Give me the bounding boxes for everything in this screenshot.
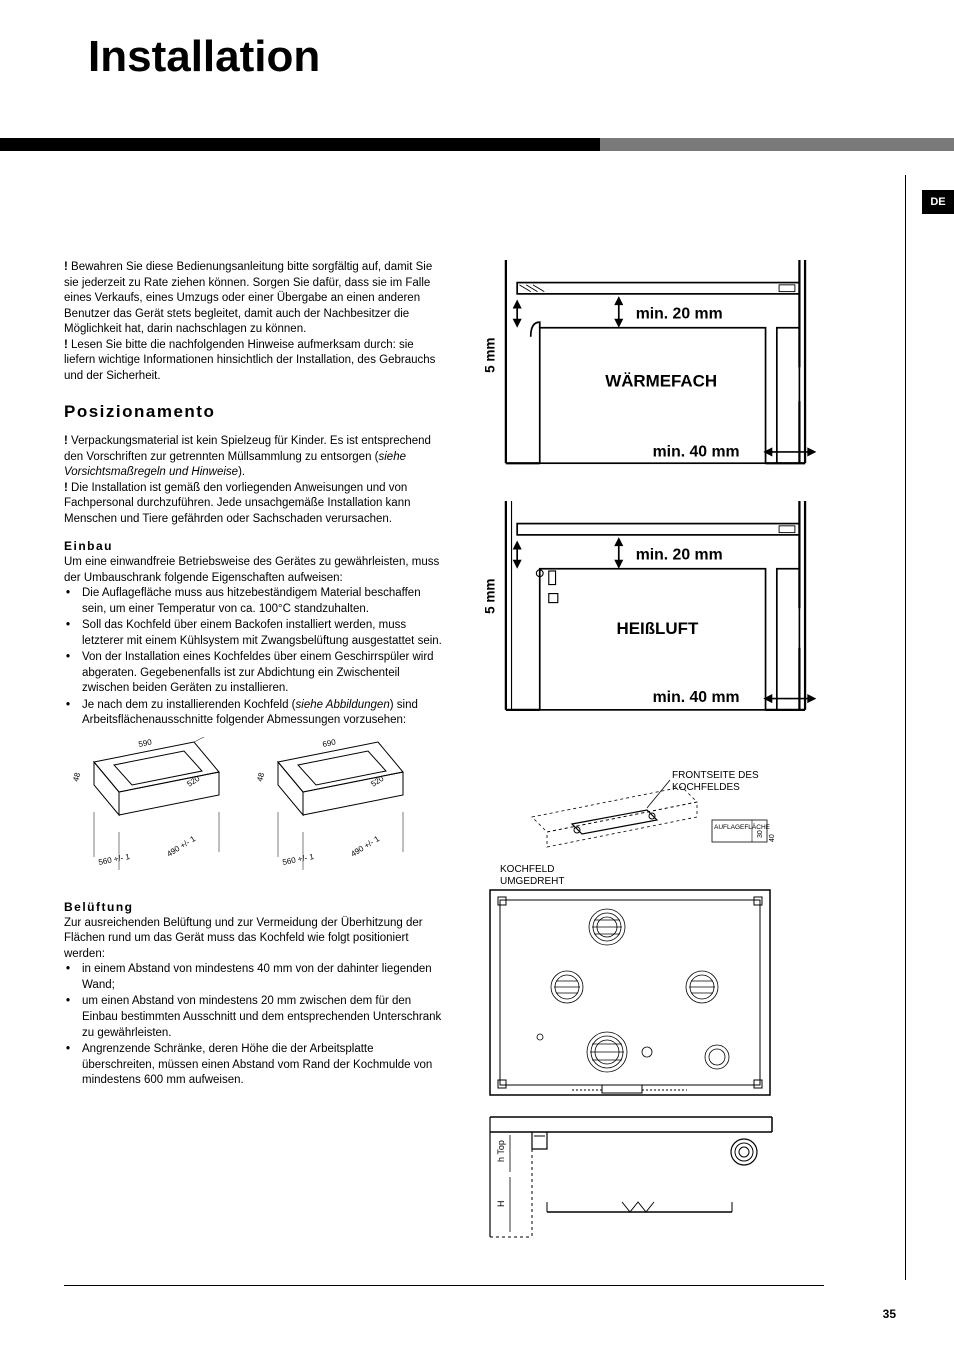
svg-text:5 mm: 5 mm	[483, 578, 498, 613]
einbau-list: Die Auflagefläche muss aus hitzebeständi…	[64, 586, 444, 729]
svg-text:40: 40	[769, 834, 776, 842]
list-item: um einen Abstand von mindestens 20 mm zw…	[78, 994, 444, 1041]
warning-3-end: ).	[238, 466, 245, 478]
svg-text:490 +/- 1: 490 +/- 1	[165, 834, 197, 859]
belueftung-header: Belüftung	[64, 900, 444, 914]
svg-text:min. 40 mm: min. 40 mm	[653, 689, 740, 706]
list-item: Angrenzende Schränke, deren Höhe die der…	[78, 1042, 444, 1089]
svg-text:48: 48	[255, 771, 266, 782]
einbau-intro: Um eine einwandfreie Betriebsweise des G…	[64, 555, 444, 586]
svg-text:min. 20 mm: min. 20 mm	[636, 306, 723, 323]
page-number: 35	[883, 1307, 896, 1321]
warning-3: Verpackungsmaterial ist kein Spielzeug f…	[64, 434, 444, 481]
left-column: Bewahren Sie diese Bedienungsanleitung b…	[64, 260, 444, 1247]
svg-text:48: 48	[71, 771, 82, 782]
list-item: Je nach dem zu installierenden Kochfeld …	[78, 698, 444, 729]
warning-1-text: Bewahren Sie diese Bedienungsanleitung b…	[64, 261, 432, 335]
svg-text:FRONTSEITE DES: FRONTSEITE DES	[672, 770, 759, 781]
list-item: Die Auflagefläche muss aus hitzebeständi…	[78, 586, 444, 617]
cutout-diagram-left: 590 48 560 +/- 1 490 +/- 1 520	[64, 737, 224, 882]
svg-text:AUFLAGEFLÄCHE: AUFLAGEFLÄCHE	[714, 823, 771, 831]
svg-text:min. 20 mm: min. 20 mm	[636, 547, 723, 564]
belueftung-list: in einem Abstand von mindestens 40 mm vo…	[64, 962, 444, 1088]
warning-1: Bewahren Sie diese Bedienungsanleitung b…	[64, 260, 444, 338]
belueftung-intro: Zur ausreichenden Belüftung und zur Verm…	[64, 916, 444, 963]
language-tab: DE	[922, 190, 954, 214]
svg-text:30: 30	[757, 830, 764, 838]
svg-text:560 +/- 1: 560 +/- 1	[282, 852, 315, 867]
svg-text:WÄRMEFACH: WÄRMEFACH	[605, 371, 717, 390]
svg-text:5 mm: 5 mm	[483, 338, 498, 373]
svg-text:KOCHFELDES: KOCHFELDES	[672, 782, 740, 793]
svg-text:UMGEDREHT: UMGEDREHT	[500, 876, 564, 887]
cutout-diagrams: 590 48 560 +/- 1 490 +/- 1 520 690	[64, 737, 444, 882]
svg-text:560 +/- 1: 560 +/- 1	[98, 852, 131, 867]
right-column: 5 mm min. 20 mm WÄRMEFACH min. 40 mm	[472, 260, 822, 1247]
clearance-diagram-waermefach: 5 mm min. 20 mm WÄRMEFACH min. 40 mm	[472, 260, 822, 491]
svg-text:H: H	[496, 1201, 506, 1208]
list-item: Soll das Kochfeld über einem Backofen in…	[78, 618, 444, 649]
installation-diagram: AUFLAGEFLÄCHE 30 40 FRONTSEITE DES KOCHF…	[472, 762, 822, 1247]
svg-text:490 +/- 1: 490 +/- 1	[349, 834, 381, 859]
svg-text:KOCHFELD: KOCHFELD	[500, 864, 554, 875]
einbau-header: Einbau	[64, 539, 444, 553]
warning-4-text: Die Installation ist gemäß den vorliegen…	[64, 482, 411, 525]
svg-text:HEIßLUFT: HEIßLUFT	[617, 619, 699, 638]
right-margin-line	[905, 175, 907, 1280]
cutout-diagram-right: 690 48 560 +/- 1 490 +/- 1 520	[248, 737, 408, 882]
header-bar-black	[0, 138, 600, 151]
content-columns: Bewahren Sie diese Bedienungsanleitung b…	[0, 82, 954, 1247]
header-bar-gray	[600, 138, 954, 151]
svg-text:min. 40 mm: min. 40 mm	[653, 443, 740, 460]
warning-4: Die Installation ist gemäß den vorliegen…	[64, 481, 444, 528]
page-title: Installation	[0, 0, 954, 82]
warning-3-text: Verpackungsmaterial ist kein Spielzeug f…	[64, 435, 431, 463]
einbau-i4-italic: siehe Abbildungen	[296, 699, 390, 711]
list-item: in einem Abstand von mindestens 40 mm vo…	[78, 962, 444, 993]
clearance-diagram-heissluft: 5 mm min. 20 mm HEIßLUFT min. 40 mm	[472, 501, 822, 737]
warning-2: Lesen Sie bitte die nachfolgenden Hinwei…	[64, 338, 444, 385]
warning-2-text: Lesen Sie bitte die nachfolgenden Hinwei…	[64, 339, 435, 382]
list-item: Von der Installation eines Kochfeldes üb…	[78, 650, 444, 697]
svg-text:h Top: h Top	[496, 1140, 506, 1162]
section-posizionamento: Posizionamento	[64, 402, 444, 422]
svg-text:590: 590	[138, 737, 153, 748]
svg-text:690: 690	[322, 737, 337, 748]
einbau-i4-pre: Je nach dem zu installierenden Kochfeld …	[82, 699, 296, 711]
footer-line	[64, 1285, 824, 1287]
